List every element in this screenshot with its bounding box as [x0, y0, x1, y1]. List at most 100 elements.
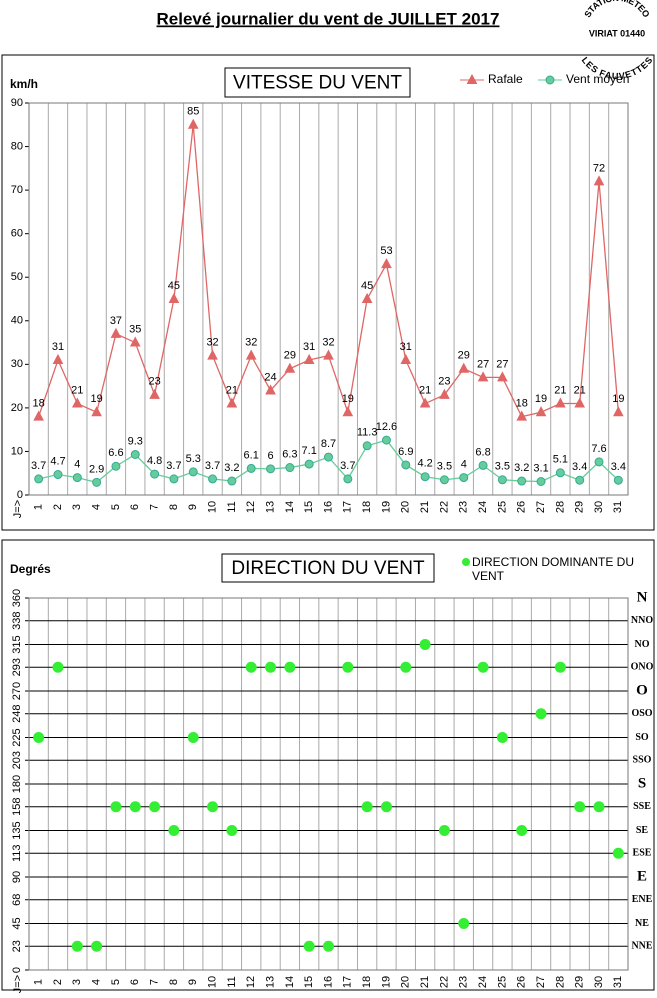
marker: [34, 474, 44, 484]
x-tick-label: 8: [168, 979, 180, 985]
marker: [284, 362, 296, 373]
y-tick-label: 203: [11, 751, 23, 769]
data-label: 27: [477, 358, 489, 370]
x-tick-label: 23: [458, 501, 470, 513]
chart-frame: [1, 54, 655, 531]
marker: [419, 397, 431, 408]
y2-tick-label: OSO: [631, 708, 652, 719]
y2-tick-label: NE: [635, 918, 649, 929]
data-label: 72: [593, 162, 605, 174]
data-label: 19: [342, 393, 354, 405]
data-label: 8.7: [321, 438, 336, 450]
y2-tick-label: N: [637, 589, 648, 605]
marker: [303, 353, 315, 364]
marker: [574, 801, 586, 813]
y-tick-label: 225: [11, 728, 23, 746]
x-tick-label: 7: [149, 979, 161, 985]
chart-frame: [1, 539, 655, 991]
x-tick-label: 16: [322, 976, 334, 988]
y2-tick-label: SSO: [633, 755, 652, 766]
marker: [129, 801, 141, 813]
x-tick-label: 13: [264, 976, 276, 988]
y-tick-label: 315: [11, 635, 23, 653]
data-label: 4.8: [147, 455, 162, 467]
y2-tick-label: S: [638, 775, 646, 791]
x-tick-label: 15: [303, 976, 315, 988]
data-label: 27: [496, 358, 508, 370]
data-label: 4.7: [50, 455, 65, 467]
x-tick-label: 9: [187, 504, 199, 510]
x-tick-label: 14: [284, 501, 296, 513]
marker: [459, 473, 469, 483]
x-tick-label: 4: [91, 504, 103, 510]
marker: [594, 457, 604, 467]
x-tick-label: 6: [129, 979, 141, 985]
x-tick-label: 23: [458, 976, 470, 988]
data-label: 6.9: [398, 446, 413, 458]
marker: [381, 258, 392, 269]
marker: [477, 371, 489, 382]
x-tick-label: 18: [361, 976, 373, 988]
x-tick-label: 16: [322, 501, 334, 513]
marker: [226, 397, 238, 408]
legend-text: Vent moyen: [566, 72, 629, 86]
data-label: 12.6: [376, 421, 397, 433]
data-label: 45: [168, 280, 180, 292]
y-axis-label: km/h: [10, 77, 38, 91]
data-label: 3.1: [533, 462, 548, 474]
marker: [545, 75, 555, 85]
data-label: 32: [206, 337, 218, 349]
x-tick-label: 3: [71, 979, 83, 985]
marker: [477, 661, 489, 673]
marker: [91, 940, 103, 952]
marker: [342, 406, 354, 417]
marker: [593, 175, 605, 186]
y-tick-label: 113: [11, 844, 23, 862]
marker: [33, 732, 45, 743]
marker: [150, 469, 160, 479]
x-tick-label: 12: [245, 976, 257, 988]
marker: [438, 825, 450, 836]
x-tick-label: 29: [574, 501, 586, 513]
y2-tick-label: O: [636, 682, 648, 698]
x-tick-label: 6: [129, 504, 141, 510]
marker: [285, 463, 295, 473]
marker: [323, 940, 334, 952]
marker: [343, 474, 353, 484]
marker: [458, 918, 470, 929]
x-tick-label: 13: [264, 501, 276, 513]
marker: [517, 476, 527, 486]
x-tick-label: 2: [52, 504, 64, 510]
data-label: 2.9: [89, 463, 104, 475]
x-tick-label: 26: [516, 976, 528, 988]
marker: [612, 847, 624, 859]
x-tick-label: 28: [554, 976, 566, 988]
data-label: 3.5: [495, 461, 510, 473]
x-tick-label: 2: [52, 979, 64, 985]
marker: [362, 441, 372, 451]
marker: [497, 371, 508, 382]
marker: [52, 661, 64, 673]
x-tick-label: 9: [187, 979, 199, 985]
marker: [400, 661, 412, 673]
marker: [33, 410, 44, 421]
y-tick-label: 338: [11, 612, 23, 630]
y-tick-label: 180: [11, 775, 23, 793]
marker: [516, 410, 528, 421]
marker: [130, 449, 140, 459]
x-tick-label: 30: [593, 501, 605, 513]
marker: [439, 475, 449, 485]
data-label: 11.3: [357, 427, 378, 439]
x-tick-label: 19: [380, 976, 392, 988]
data-label: 5.3: [186, 453, 201, 465]
x-tick-label: 19: [380, 501, 392, 513]
x-tick-label: 17: [342, 976, 354, 988]
marker: [208, 474, 218, 484]
marker: [516, 825, 528, 836]
data-label: 24: [264, 371, 276, 383]
data-label: 4: [461, 458, 467, 470]
x-tick-label: 25: [496, 501, 508, 513]
data-label: 3.2: [514, 462, 529, 474]
marker: [265, 384, 276, 395]
